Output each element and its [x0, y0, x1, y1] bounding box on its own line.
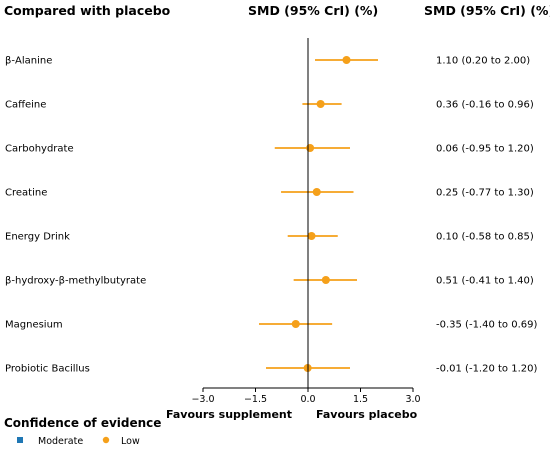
row-label: Caffeine — [5, 100, 46, 111]
legend-marker-moderate — [17, 437, 23, 443]
forest-row: β-Alanine 1.10 (0.20 to 2.00) — [5, 56, 530, 67]
forest-row: Energy Drink 0.10 (-0.58 to 0.85) — [5, 232, 534, 243]
estimate-point — [342, 56, 351, 64]
row-estimate-text: -0.35 (-1.40 to 0.69) — [436, 320, 537, 331]
row-label: Magnesium — [5, 320, 63, 331]
row-estimate-text: -0.01 (-1.20 to 1.20) — [436, 364, 537, 375]
header-left: Compared with placebo — [4, 3, 171, 18]
x-tick-label: −3.0 — [191, 394, 214, 405]
forest-row: Magnesium -0.35 (-1.40 to 0.69) — [5, 320, 537, 331]
row-estimate-text: 0.10 (-0.58 to 0.85) — [436, 232, 534, 243]
x-tick-label: 0.0 — [300, 394, 315, 405]
forest-row: Carbohydrate 0.06 (-0.95 to 1.20) — [5, 144, 534, 155]
header-middle: SMD (95% CrI) (%) — [248, 3, 378, 18]
estimate-point — [291, 320, 300, 328]
row-label: Carbohydrate — [5, 144, 74, 155]
x-label-right: Favours placebo — [316, 408, 418, 421]
forest-row: Caffeine 0.36 (-0.16 to 0.96) — [5, 100, 534, 111]
x-axis-ticks: −3.0 −1.5 0.0 1.5 3.0 — [191, 388, 421, 405]
forest-rows: β-Alanine 1.10 (0.20 to 2.00) Caffeine 0.36… — [5, 56, 537, 375]
legend: Confidence of evidence Moderate Low — [4, 416, 161, 447]
legend-title: Confidence of evidence — [4, 416, 161, 430]
forest-row: β-hydroxy-β-methylbutyrate 0.51 (-0.41 to… — [5, 276, 534, 287]
x-tick-label: −1.5 — [244, 394, 267, 405]
x-tick-label: 3.0 — [405, 394, 420, 405]
estimate-point — [307, 232, 316, 240]
legend-label-moderate: Moderate — [38, 436, 83, 447]
row-label: β-hydroxy-β-methylbutyrate — [5, 276, 146, 287]
estimate-point — [321, 276, 330, 284]
row-label: Probiotic Bacillus — [5, 364, 90, 375]
estimate-point — [316, 100, 325, 108]
header-right: SMD (95% CrI) (%) — [424, 3, 550, 18]
row-estimate-text: 0.06 (-0.95 to 1.20) — [436, 144, 534, 155]
row-estimate-text: 0.25 (-0.77 to 1.30) — [436, 188, 534, 199]
legend-marker-low — [102, 436, 110, 444]
x-label-left: Favours supplement — [166, 408, 292, 421]
row-estimate-text: 0.51 (-0.41 to 1.40) — [436, 276, 534, 287]
row-estimate-text: 1.10 (0.20 to 2.00) — [436, 56, 530, 67]
row-label: β-Alanine — [5, 56, 52, 67]
legend-label-low: Low — [121, 436, 140, 447]
x-tick-label: 1.5 — [353, 394, 368, 405]
row-estimate-text: 0.36 (-0.16 to 0.96) — [436, 100, 534, 111]
estimate-point — [306, 144, 315, 152]
estimate-point — [312, 188, 321, 196]
row-label: Energy Drink — [5, 232, 70, 243]
forest-row: Probiotic Bacillus -0.01 (-1.20 to 1.20) — [5, 364, 537, 375]
row-label: Creatine — [5, 188, 47, 199]
forest-row: Creatine 0.25 (-0.77 to 1.30) — [5, 188, 534, 199]
